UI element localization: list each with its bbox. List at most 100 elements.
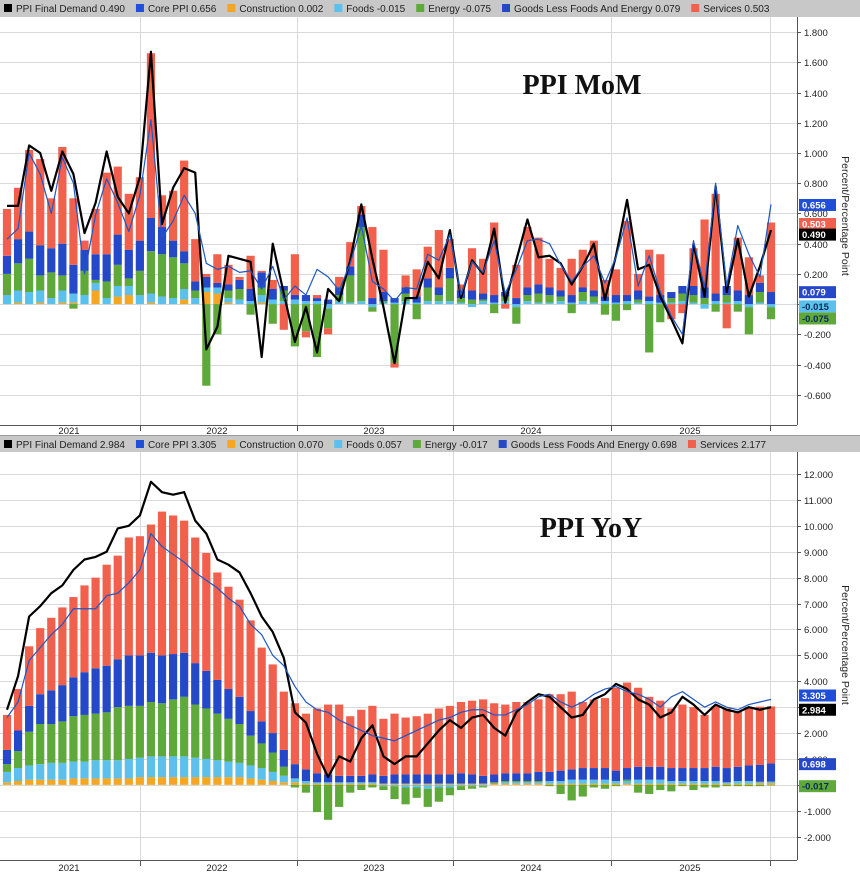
- bar-construction: [91, 778, 100, 785]
- bar-construction: [490, 783, 499, 785]
- bar-services: [501, 304, 510, 309]
- bar-energy: [124, 705, 133, 759]
- legend-entry-goods_less_foods_energy: Goods Less Foods And Energy 0.698: [511, 440, 678, 451]
- bar-foods: [2, 295, 12, 305]
- bar-foods: [401, 784, 410, 788]
- bar-goods_less_foods_energy: [611, 295, 621, 303]
- bar-services: [113, 555, 122, 660]
- bar-foods: [58, 762, 67, 780]
- bar-energy: [578, 784, 587, 797]
- y-tick-label: 1.600: [804, 58, 828, 69]
- bar-goods_less_foods_energy: [246, 289, 255, 302]
- bar-services: [622, 221, 632, 296]
- bar-energy: [634, 784, 643, 793]
- bar-energy: [58, 721, 67, 763]
- bar-foods: [744, 780, 753, 784]
- y-tick-label: 1.800: [804, 28, 828, 39]
- bar-construction: [213, 293, 222, 305]
- legend-swatch-goods_less_foods_energy: [498, 440, 507, 448]
- bar-foods: [412, 784, 421, 788]
- bar-goods_less_foods_energy: [490, 295, 499, 303]
- bar-energy: [622, 304, 632, 311]
- bar-construction: [733, 783, 742, 785]
- bar-foods: [722, 302, 731, 305]
- bar-energy: [102, 712, 111, 761]
- bar-foods: [312, 782, 322, 784]
- bar-energy: [766, 307, 776, 320]
- bar-energy: [523, 780, 532, 783]
- bar-energy: [36, 275, 45, 291]
- bar-energy: [490, 782, 499, 784]
- legend-swatch-goods_less_foods_energy: [502, 4, 511, 12]
- legend-swatch-core_ppi: [135, 4, 144, 12]
- y-tick-label: 10.000: [804, 522, 833, 533]
- bar-foods: [678, 780, 687, 784]
- bar-foods: [25, 765, 34, 780]
- bar-construction: [678, 783, 687, 785]
- bar-services: [766, 222, 776, 293]
- bar-construction: [634, 783, 643, 785]
- bar-energy: [13, 263, 23, 291]
- bar-foods: [545, 780, 554, 784]
- bar-services: [213, 254, 222, 283]
- bar-goods_less_foods_energy: [401, 774, 410, 784]
- bar-foods: [578, 779, 587, 784]
- bar-goods_less_foods_energy: [656, 766, 665, 780]
- bar-services: [445, 239, 454, 268]
- value-tag-label: 2.984: [802, 705, 826, 716]
- bar-energy: [434, 787, 443, 802]
- bar-construction: [13, 302, 23, 305]
- bar-goods_less_foods_energy: [512, 298, 521, 305]
- bar-services: [534, 237, 543, 285]
- value-tag-label: -0.075: [802, 314, 830, 325]
- bar-goods_less_foods_energy: [2, 749, 12, 765]
- bar-foods: [290, 299, 299, 305]
- bar-foods: [512, 782, 521, 784]
- bar-energy: [324, 308, 333, 329]
- bar-energy: [246, 304, 255, 315]
- bar-foods: [213, 287, 222, 294]
- bar-foods: [634, 302, 643, 305]
- bar-services: [600, 279, 610, 297]
- bar-energy: [257, 287, 266, 296]
- legend-swatch-energy: [412, 440, 421, 448]
- bar-services: [335, 276, 344, 288]
- bar-energy: [689, 784, 698, 791]
- value-tag: [799, 780, 836, 793]
- bar-energy: [722, 295, 731, 303]
- value-tag-label: 0.079: [802, 288, 826, 299]
- bar-energy: [69, 304, 78, 309]
- bar-construction: [689, 783, 698, 785]
- bar-goods_less_foods_energy: [711, 766, 720, 781]
- legend-entry-services: Services 0.503: [703, 4, 770, 15]
- bar-construction: [412, 783, 421, 785]
- bar-foods: [766, 781, 776, 784]
- bar-foods: [534, 782, 543, 784]
- bar-energy: [700, 298, 709, 305]
- bar-construction: [545, 783, 554, 785]
- bar-foods: [36, 764, 45, 780]
- bar-services: [700, 714, 709, 769]
- bar-foods: [689, 302, 698, 305]
- bar-foods: [656, 779, 665, 784]
- bar-goods_less_foods_energy: [25, 231, 34, 259]
- bar-construction: [434, 783, 443, 785]
- bar-energy: [456, 298, 466, 303]
- bar-energy: [589, 784, 598, 788]
- bar-energy: [135, 705, 144, 758]
- bar-energy: [58, 275, 67, 291]
- bar-goods_less_foods_energy: [13, 730, 23, 752]
- bar-energy: [556, 296, 565, 302]
- bar-construction: [25, 779, 34, 785]
- bar-energy: [434, 295, 443, 302]
- value-tag: [799, 703, 836, 716]
- bar-services: [545, 694, 554, 772]
- x-tick-label: 2021: [58, 863, 79, 873]
- bar-goods_less_foods_energy: [501, 292, 510, 297]
- bar-services: [622, 682, 632, 769]
- bar-goods_less_foods_energy: [180, 251, 189, 264]
- bar-goods_less_foods_energy: [202, 670, 211, 709]
- bar-goods_less_foods_energy: [346, 775, 355, 783]
- bar-services: [678, 304, 687, 314]
- bar-services: [512, 701, 521, 774]
